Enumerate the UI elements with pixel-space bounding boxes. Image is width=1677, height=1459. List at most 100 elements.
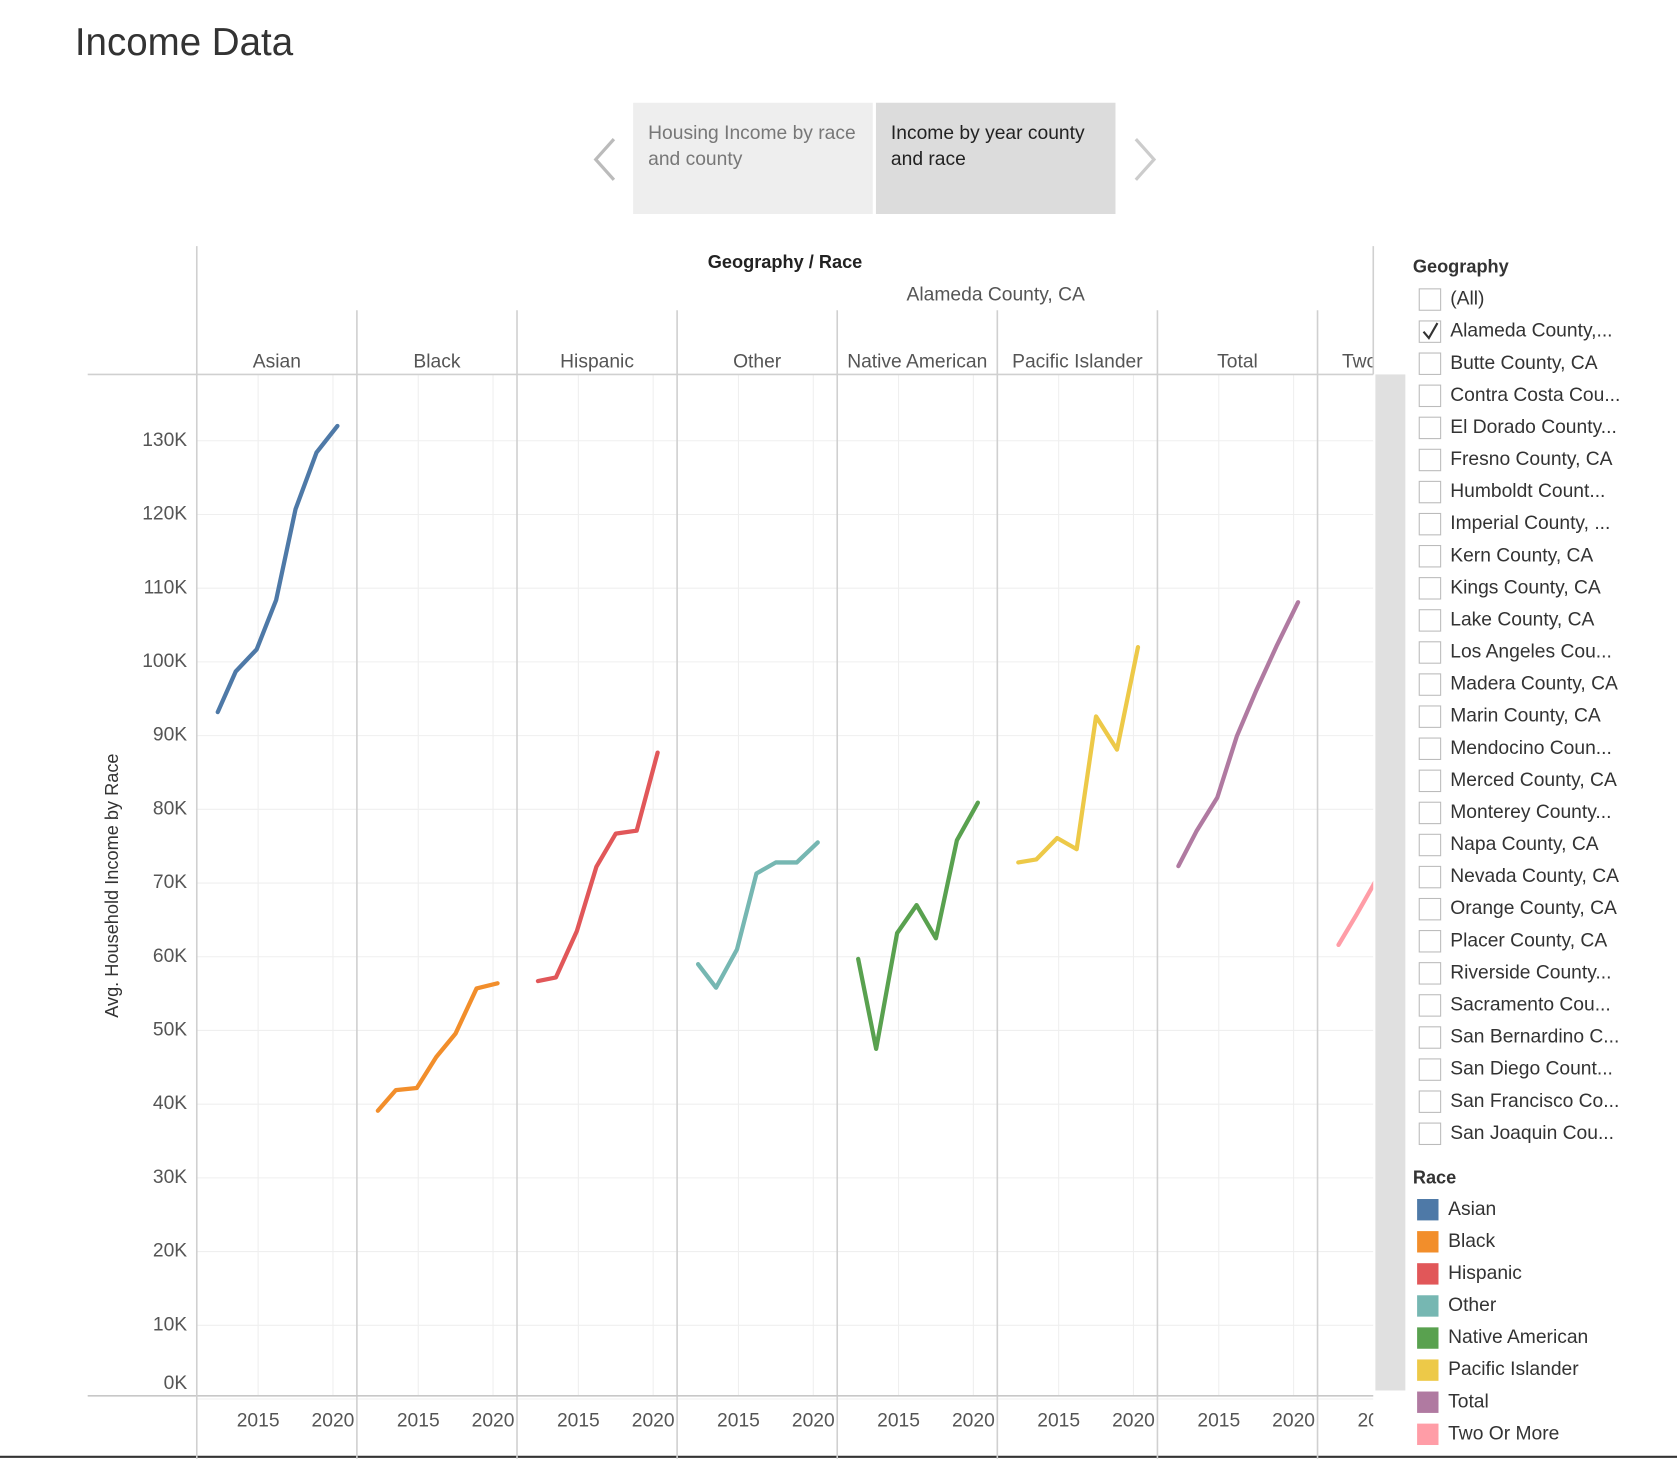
filter-title: Geography (1413, 256, 1510, 276)
header-title: Geography / Race (708, 252, 863, 272)
filter-item: El Dorado County... (1450, 417, 1617, 438)
y-tick-label: 20K (153, 1241, 187, 1262)
legend-swatch (1417, 1295, 1439, 1317)
checkbox[interactable] (1418, 865, 1442, 889)
x-tick-label: 2015 (877, 1411, 920, 1432)
checkbox[interactable] (1418, 1058, 1442, 1081)
x-tick-label: 2020 (472, 1411, 515, 1432)
x-tick-label: 2020 (952, 1411, 995, 1432)
series-line (695, 840, 820, 990)
legend-label: Native American (1448, 1327, 1588, 1348)
checkbox[interactable] (1418, 448, 1442, 472)
y-tick-label: 90K (153, 725, 187, 746)
x-tick-label: 2015 (557, 1411, 600, 1432)
column-header: Black (413, 352, 460, 373)
checkbox[interactable] (1418, 641, 1442, 664)
checkbox[interactable] (1418, 769, 1442, 793)
filter-item: Placer County, CA (1450, 930, 1607, 951)
checkbox[interactable] (1418, 833, 1442, 857)
prev-arrow[interactable] (593, 138, 616, 181)
checkbox[interactable] (1418, 384, 1442, 408)
checkbox[interactable] (1418, 288, 1442, 311)
y-tick-label: 50K (153, 1020, 187, 1041)
checkbox[interactable] (1418, 994, 1442, 1017)
tab-active[interactable] (875, 102, 1116, 214)
checkbox[interactable] (1418, 1122, 1442, 1146)
x-tick-label: 2020 (1112, 1411, 1155, 1432)
y-tick-label: 40K (153, 1093, 187, 1114)
legend-label: Pacific Islander (1448, 1359, 1579, 1380)
checkbox[interactable] (1418, 930, 1442, 953)
checkbox[interactable] (1418, 577, 1442, 600)
filter-item: Contra Costa Cou... (1450, 385, 1620, 406)
x-tick-label: 2020 (632, 1411, 675, 1432)
y-tick-label: 60K (153, 946, 187, 967)
checkbox[interactable] (1418, 352, 1442, 375)
legend-swatch (1417, 1359, 1439, 1381)
tab-label[interactable]: Income by year county and race (890, 122, 1085, 170)
x-tick-label: 2015 (237, 1411, 280, 1432)
plot: 2015 2020 Asian 2015 2020 Black 2015 2020 Hispan… (196, 310, 1374, 1459)
legend-swatch (1417, 1327, 1439, 1349)
checkbox[interactable] (1418, 801, 1442, 825)
checkbox[interactable] (1418, 512, 1442, 536)
tab[interactable] (633, 102, 873, 214)
checkbox[interactable] (1418, 609, 1442, 632)
checkbox[interactable] (1418, 962, 1442, 985)
filter-item: Kings County, CA (1450, 577, 1601, 598)
filter-item: Butte County, CA (1450, 353, 1597, 374)
column-header: Asian (253, 352, 301, 373)
y-tick-label: 30K (153, 1167, 187, 1188)
checkbox[interactable] (1418, 705, 1442, 728)
legend-swatch (1417, 1199, 1439, 1221)
checkbox[interactable] (1418, 416, 1442, 440)
filter-item: Napa County, CA (1450, 834, 1599, 855)
filter-item: Nevada County, CA (1450, 866, 1619, 887)
column-header: Other (733, 352, 782, 373)
checkbox[interactable] (1418, 1090, 1442, 1113)
header-subtitle: Alameda County, CA (907, 284, 1085, 305)
legend-label: Hispanic (1448, 1263, 1522, 1284)
filter-item: San Joaquin Cou... (1450, 1123, 1614, 1144)
page-title: Income Data (75, 21, 294, 64)
y-tick-label: 100K (142, 651, 187, 672)
tab-label[interactable]: Housing Income by race and county (648, 122, 856, 170)
filter-item: Los Angeles Cou... (1450, 642, 1612, 663)
next-arrow[interactable] (1134, 138, 1157, 181)
x-tick-label: 2015 (397, 1411, 440, 1432)
x-tick-label: 2015 (1037, 1411, 1080, 1432)
filter-item: Sacramento Cou... (1450, 995, 1611, 1016)
legend-title: Race (1413, 1167, 1456, 1187)
column-header: Pacific Islander (1012, 352, 1143, 373)
y-tick-label: 80K (153, 798, 187, 819)
checkbox[interactable] (1418, 480, 1442, 504)
column-header: Total (1217, 352, 1258, 373)
filter-item: Riverside County... (1450, 962, 1611, 983)
filter-item: Lake County, CA (1450, 609, 1594, 630)
y-tick-label: 70K (153, 872, 187, 893)
filter-item: San Diego Count... (1450, 1059, 1613, 1080)
series-line (215, 423, 340, 715)
y-tick-label: 0K (164, 1373, 188, 1394)
legend-swatch (1417, 1231, 1439, 1253)
legend-label: Total (1448, 1391, 1489, 1412)
x-tick-label: 2020 (1272, 1411, 1315, 1432)
checkbox[interactable] (1418, 1026, 1442, 1049)
tab-label-box: Income by year county and race (890, 122, 1085, 170)
column-header: Hispanic (560, 352, 634, 373)
series-line (856, 800, 980, 1051)
legend-swatch (1417, 1391, 1439, 1413)
scrollbar[interactable] (1375, 374, 1406, 1391)
filter-item: San Francisco Co... (1450, 1091, 1619, 1112)
tab-label-box: Housing Income by race and county (648, 122, 856, 170)
checkbox[interactable] (1418, 673, 1442, 696)
filter-item: Marin County, CA (1450, 706, 1601, 727)
checkbox[interactable] (1418, 737, 1442, 760)
filter-item: Madera County, CA (1450, 674, 1618, 695)
checkbox[interactable] (1418, 545, 1442, 568)
filter-item: San Bernardino C... (1450, 1027, 1619, 1048)
checkbox[interactable] (1418, 897, 1442, 921)
legend-label: Other (1448, 1295, 1497, 1316)
